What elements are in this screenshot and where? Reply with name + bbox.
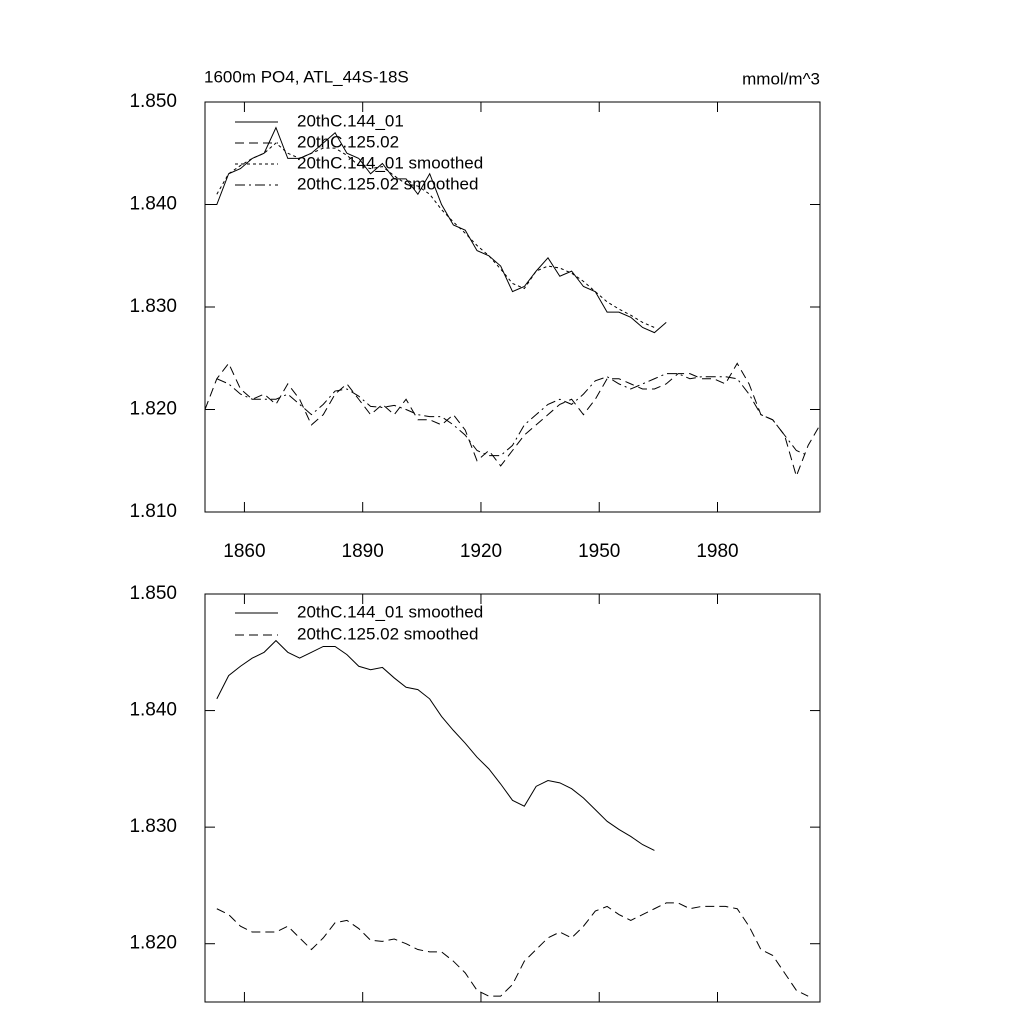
legend-label: 20thC.144_01 smoothed bbox=[297, 153, 483, 172]
chart-title: 1600m PO4, ATL_44S-18S bbox=[204, 67, 409, 86]
x-tick-label: 1950 bbox=[578, 541, 620, 562]
series-line bbox=[216, 142, 655, 328]
series-line bbox=[216, 373, 809, 457]
series-line bbox=[216, 902, 809, 997]
plot-frame bbox=[204, 593, 821, 1003]
legend-label: 20thC.144_01 bbox=[297, 111, 404, 130]
y-tick-label: 1.850 bbox=[129, 583, 177, 604]
y-tick-label: 1.810 bbox=[129, 501, 177, 522]
y-tick-label: 1.820 bbox=[129, 399, 177, 420]
x-tick-label: 1920 bbox=[460, 541, 502, 562]
y-tick-label: 1.820 bbox=[129, 933, 177, 954]
x-tick-label: 1860 bbox=[223, 541, 265, 562]
legend-label: 20thC.125.02 smoothed bbox=[297, 624, 478, 643]
y-tick-label: 1.830 bbox=[129, 816, 177, 837]
units-label: mmol/m^3 bbox=[742, 69, 820, 88]
x-tick-label: 1890 bbox=[342, 541, 384, 562]
x-tick-label: 1980 bbox=[696, 541, 738, 562]
legend-label: 20thC.144_01 smoothed bbox=[297, 602, 483, 621]
legend-label: 20thC.125.02 smoothed bbox=[297, 174, 478, 193]
series-line bbox=[205, 126, 667, 334]
legend-label: 20thC.125.02 bbox=[297, 132, 399, 151]
y-tick-label: 1.840 bbox=[129, 700, 177, 721]
y-tick-label: 1.840 bbox=[129, 194, 177, 215]
series-line bbox=[216, 639, 655, 851]
series-line bbox=[204, 362, 821, 478]
y-tick-label: 1.830 bbox=[129, 296, 177, 317]
y-tick-label: 1.850 bbox=[129, 91, 177, 112]
